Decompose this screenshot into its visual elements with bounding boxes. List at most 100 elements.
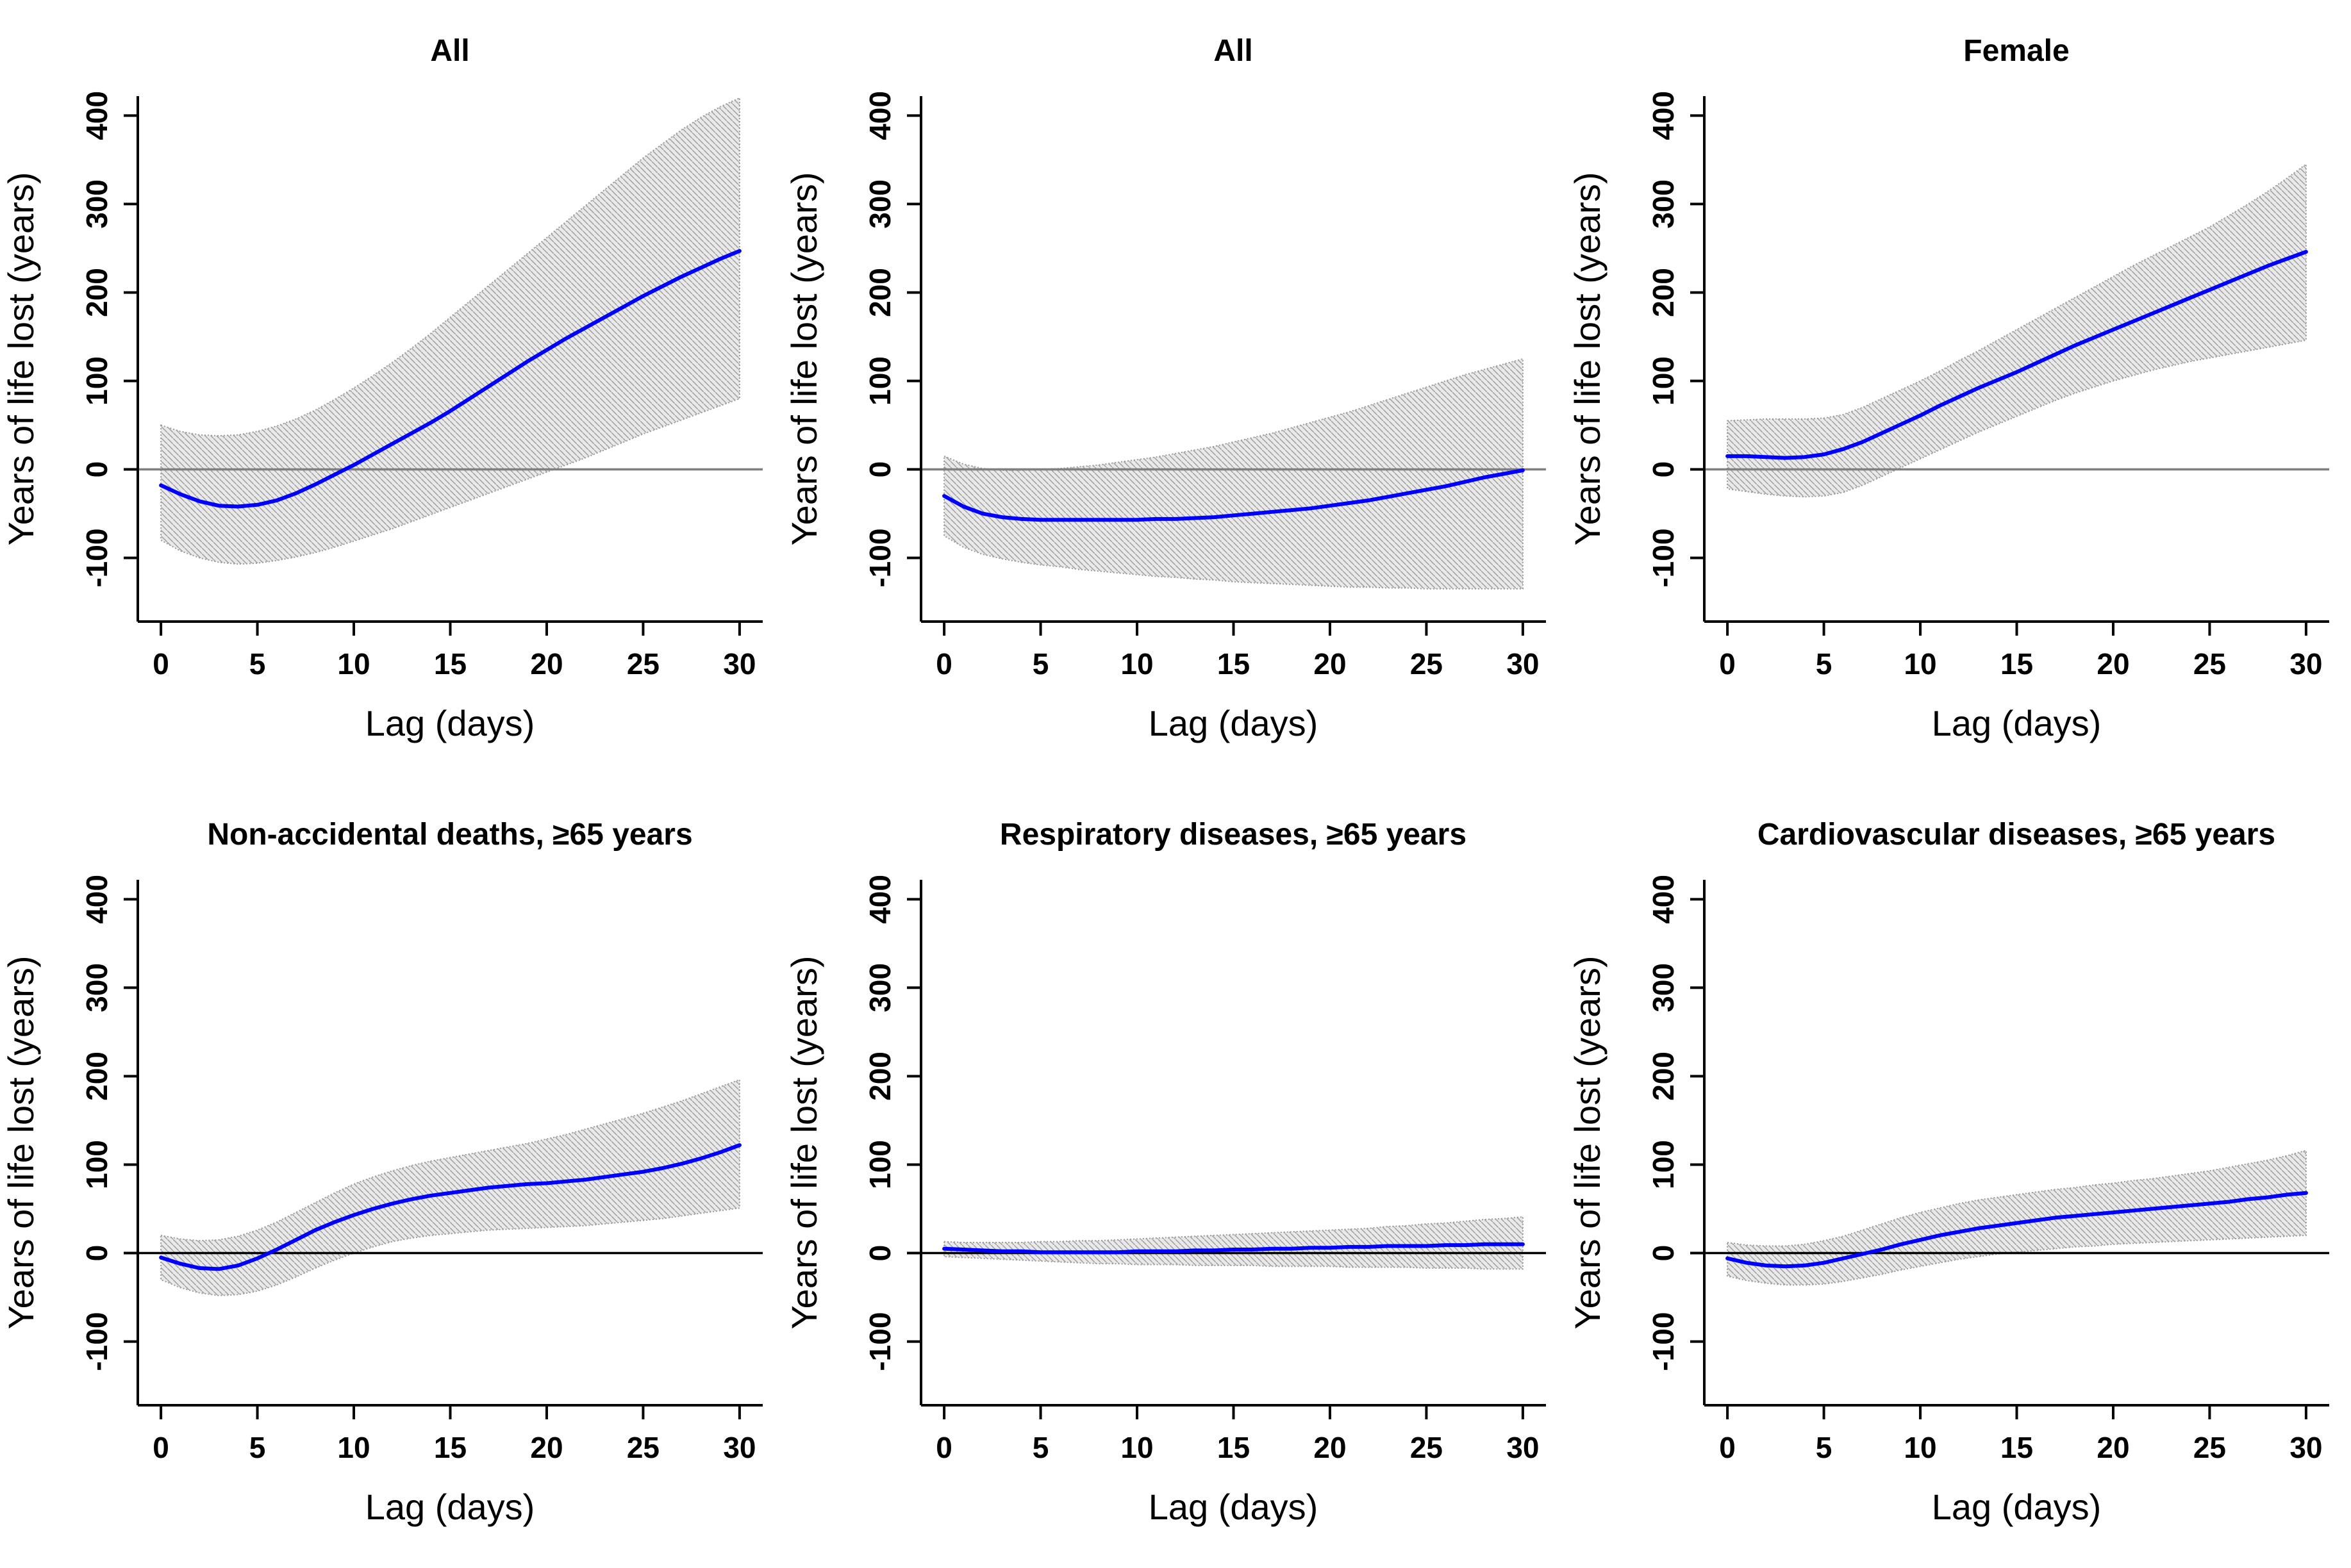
x-tick-label: 25 — [1410, 647, 1443, 681]
y-tick-label: -100 — [1647, 1312, 1680, 1371]
panel-respiratory-svg: -100 0 100 200 300 400 0 5 10 15 20 25 30 Respirator… — [784, 818, 1546, 1527]
panel-title: Non-accidental deaths, ≥65 years — [207, 818, 692, 852]
x-tick-label: 20 — [530, 647, 563, 681]
x-tick-label: 25 — [627, 647, 660, 681]
y-axis-label: Years of life lost (years) — [784, 955, 824, 1329]
y-axis-label: Years of life lost (years) — [1567, 172, 1607, 545]
y-tick-label: 100 — [80, 1140, 113, 1189]
x-tick-label: 0 — [936, 1431, 952, 1464]
x-tick-label: 20 — [530, 1431, 563, 1464]
x-tick-label: 0 — [153, 1431, 169, 1464]
panel-title: Female — [1963, 34, 2069, 68]
y-tick-label: 300 — [863, 179, 897, 229]
y-tick-label: 400 — [80, 875, 113, 924]
y-tick-label: 100 — [80, 356, 113, 406]
x-axis-label: Lag (days) — [1149, 703, 1318, 743]
x-tick-label: 25 — [2193, 1431, 2226, 1464]
x-tick-label: 10 — [1904, 1431, 1936, 1464]
y-tick-label: 0 — [80, 1245, 113, 1262]
y-tick-label: 0 — [863, 461, 897, 478]
y-tick-label: 100 — [1647, 1140, 1680, 1189]
x-axis-label: Lag (days) — [365, 703, 535, 743]
y-tick-label: 300 — [863, 963, 897, 1012]
y-tick-label: 100 — [1647, 356, 1680, 406]
x-tick-label: 25 — [627, 1431, 660, 1464]
x-tick-label: 20 — [2097, 1431, 2129, 1464]
x-axis-label: Lag (days) — [1932, 1487, 2102, 1527]
y-tick-label: 400 — [80, 91, 113, 140]
x-tick-label: 20 — [1313, 647, 1346, 681]
x-tick-label: 5 — [1033, 647, 1049, 681]
panel-title: All — [430, 34, 469, 68]
estimate-line — [159, 249, 742, 509]
estimate-line — [159, 1143, 742, 1271]
y-axis-label: Years of life lost (years) — [1, 955, 41, 1329]
y-axis-label: Years of life lost (years) — [1567, 955, 1607, 1329]
confidence-band — [943, 1216, 1524, 1270]
y-tick-label: 200 — [1647, 268, 1680, 317]
x-tick-label: 20 — [2097, 647, 2129, 681]
y-tick-label: 300 — [80, 179, 113, 229]
x-tick-label: 5 — [1816, 1431, 1832, 1464]
x-tick-label: 15 — [1217, 647, 1250, 681]
y-tick-label: -100 — [1647, 529, 1680, 588]
panel-title: All — [1213, 34, 1252, 68]
chart-panel-all-1: -100 0 100 200 300 400 0 5 10 15 20 25 30 All Years … — [0, 0, 783, 784]
plot-area: -100 0 100 200 300 400 0 5 10 15 20 25 30 — [80, 875, 763, 1464]
y-tick-label: 0 — [80, 461, 113, 478]
x-tick-label: 5 — [249, 647, 266, 681]
y-tick-label: 400 — [863, 91, 897, 140]
x-tick-label: 5 — [249, 1431, 266, 1464]
x-tick-label: 10 — [337, 1431, 370, 1464]
x-tick-label: 15 — [2000, 647, 2033, 681]
confidence-band — [1727, 163, 2307, 498]
y-tick-label: 200 — [863, 268, 897, 317]
y-axis-label: Years of life lost (years) — [1, 172, 41, 545]
chart-panel-respiratory: -100 0 100 200 300 400 0 5 10 15 20 25 30 Respirator… — [783, 784, 1566, 1567]
x-axis-label: Lag (days) — [365, 1487, 535, 1527]
estimate-line — [942, 1242, 1525, 1255]
y-tick-label: -100 — [863, 529, 897, 588]
x-tick-label: 0 — [1719, 1431, 1736, 1464]
x-tick-label: 30 — [723, 1431, 756, 1464]
panel-all-2-svg: -100 0 100 200 300 400 0 5 10 15 20 25 30 All Years … — [784, 34, 1546, 743]
x-tick-label: 15 — [1217, 1431, 1250, 1464]
y-tick-label: 200 — [1647, 1052, 1680, 1101]
x-tick-label: 20 — [1313, 1431, 1346, 1464]
estimate-line — [1725, 250, 2308, 460]
confidence-band — [160, 1078, 740, 1296]
y-tick-label: 400 — [863, 875, 897, 924]
chart-panel-all-2: -100 0 100 200 300 400 0 5 10 15 20 25 30 All Years … — [783, 0, 1566, 784]
plot-area: -100 0 100 200 300 400 0 5 10 15 20 25 30 — [80, 91, 763, 681]
chart-panel-nonaccidental: -100 0 100 200 300 400 0 5 10 15 20 25 30 Non-accide… — [0, 784, 783, 1567]
x-axis-label: Lag (days) — [1149, 1487, 1318, 1527]
x-tick-label: 15 — [434, 647, 467, 681]
x-tick-label: 15 — [2000, 1431, 2033, 1464]
y-tick-label: 0 — [1647, 461, 1680, 478]
plot-area: -100 0 100 200 300 400 0 5 10 15 20 25 30 — [1647, 91, 2329, 681]
x-tick-label: 0 — [153, 647, 169, 681]
y-tick-label: 200 — [863, 1052, 897, 1101]
y-tick-label: -100 — [80, 529, 113, 588]
y-axis-label: Years of life lost (years) — [784, 172, 824, 545]
y-tick-label: 400 — [1647, 91, 1680, 140]
confidence-band — [160, 97, 740, 565]
y-tick-label: 300 — [80, 963, 113, 1012]
x-tick-label: 30 — [1506, 1431, 1539, 1464]
y-tick-label: -100 — [863, 1312, 897, 1371]
y-tick-label: 0 — [863, 1245, 897, 1262]
x-tick-label: 0 — [936, 647, 952, 681]
x-tick-label: 0 — [1719, 647, 1736, 681]
panel-title: Respiratory diseases, ≥65 years — [1000, 818, 1466, 852]
x-tick-label: 25 — [2193, 647, 2226, 681]
x-tick-label: 5 — [1816, 647, 1832, 681]
panel-nonaccidental-svg: -100 0 100 200 300 400 0 5 10 15 20 25 30 Non-accide… — [1, 818, 763, 1527]
chart-panel-female: -100 0 100 200 300 400 0 5 10 15 20 25 30 Female Yea… — [1566, 0, 2350, 784]
x-tick-label: 10 — [1120, 1431, 1153, 1464]
panel-all-1-svg: -100 0 100 200 300 400 0 5 10 15 20 25 30 All Years … — [1, 34, 763, 743]
panel-title: Cardiovascular diseases, ≥65 years — [1757, 818, 2275, 852]
x-tick-label: 30 — [723, 647, 756, 681]
y-tick-label: 300 — [1647, 963, 1680, 1012]
y-tick-label: 100 — [863, 1140, 897, 1189]
x-axis-label: Lag (days) — [1932, 703, 2102, 743]
